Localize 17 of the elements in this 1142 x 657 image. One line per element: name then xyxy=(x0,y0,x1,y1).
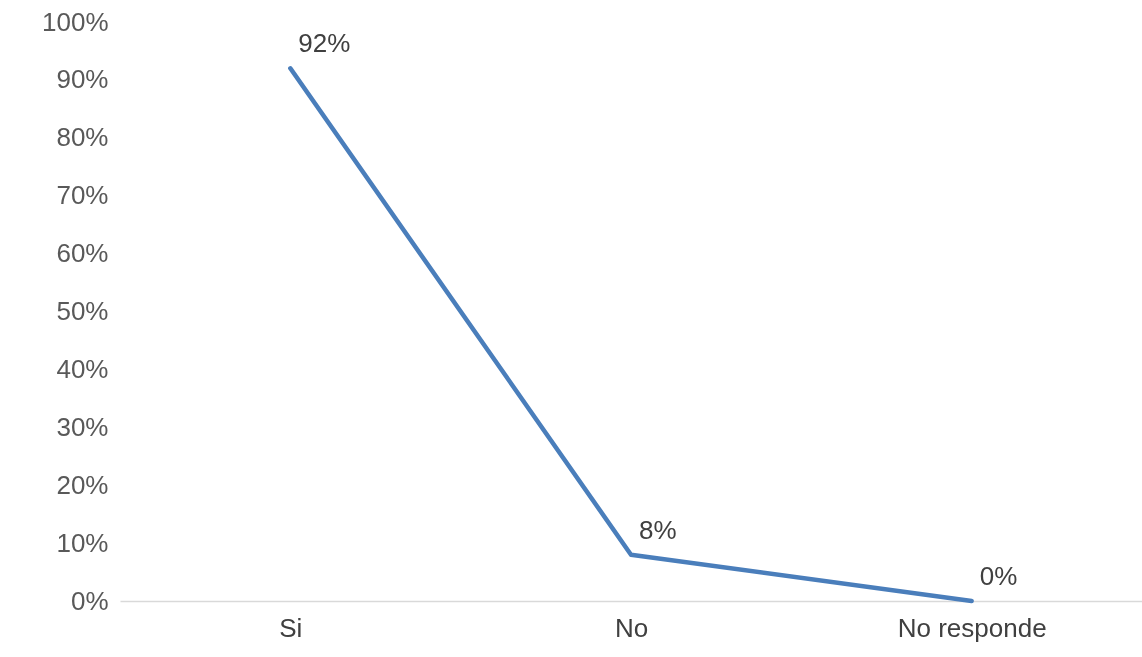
y-tick-label: 100% xyxy=(42,6,109,37)
x-tick-label: No responde xyxy=(897,612,1047,643)
x-tick-label: No xyxy=(614,612,649,643)
x-tick-label: Si xyxy=(279,612,303,643)
y-tick-label: 20% xyxy=(56,469,109,500)
data-label: 92% xyxy=(298,28,351,59)
y-tick-label: 10% xyxy=(56,527,109,558)
y-tick-label: 60% xyxy=(56,238,109,269)
data-label: 0% xyxy=(979,561,1018,591)
y-tick-label: 50% xyxy=(56,296,109,326)
y-tick-label: 0% xyxy=(70,585,109,616)
y-tick-label: 80% xyxy=(56,122,109,153)
y-tick-label: 90% xyxy=(56,64,109,95)
y-tick-label: 40% xyxy=(56,353,109,384)
y-tick-label: 70% xyxy=(56,180,109,211)
y-tick-label: 30% xyxy=(56,411,109,442)
data-label: 8% xyxy=(639,514,677,545)
